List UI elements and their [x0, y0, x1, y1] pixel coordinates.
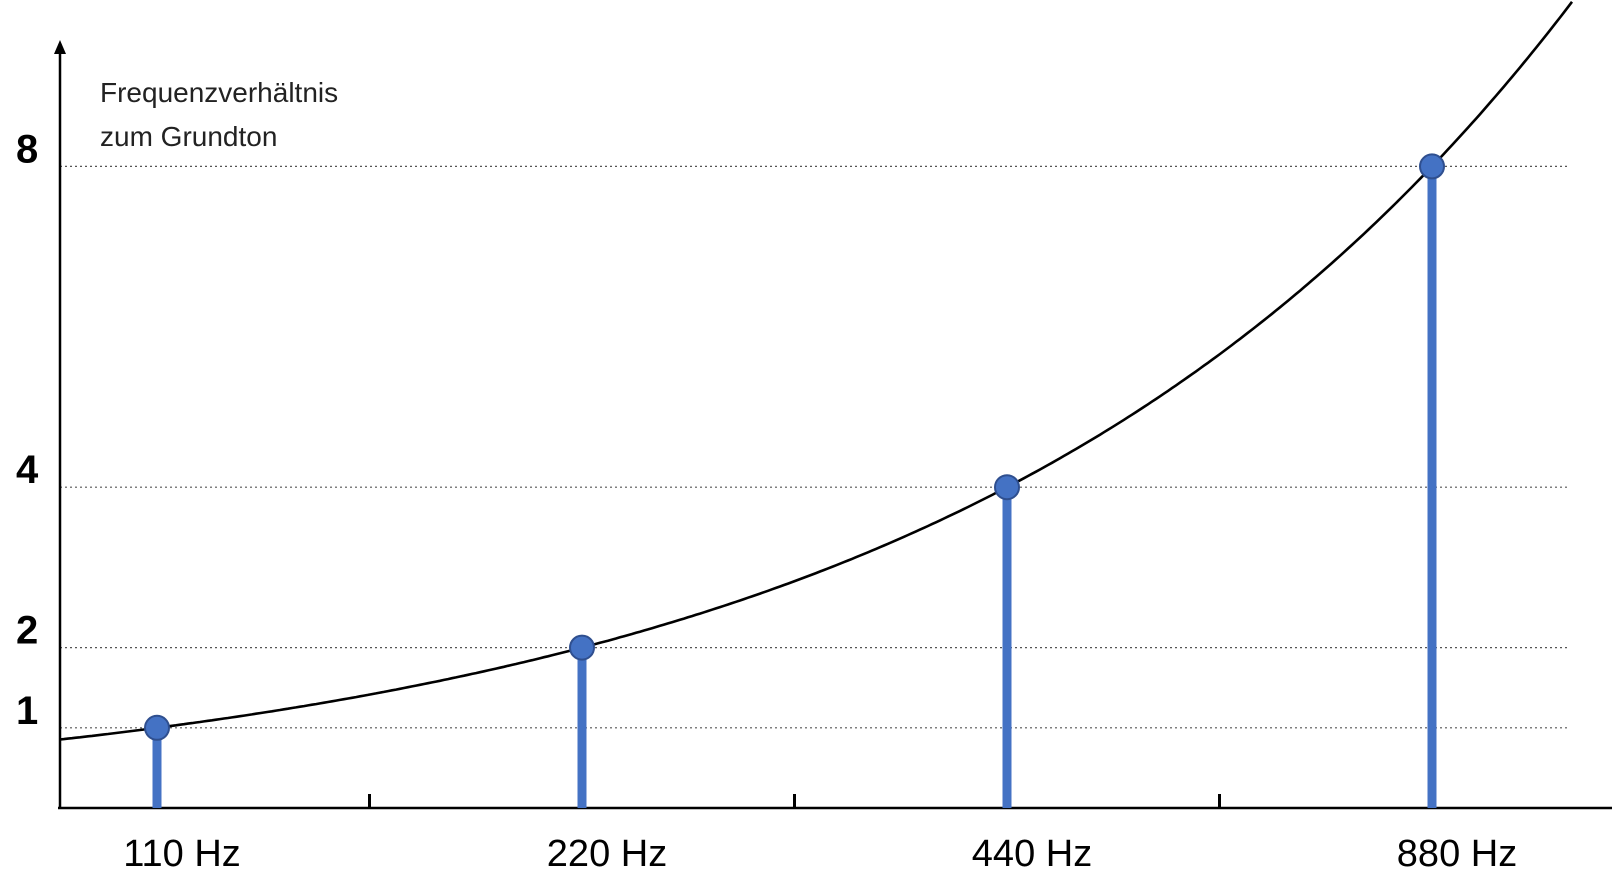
y-axis-label: Frequenzverhältnis zum Grundton [100, 77, 338, 152]
y-tick-labels: 1 2 4 8 [16, 127, 39, 732]
x-tick-label-220-Hz: 220 Hz [547, 833, 667, 875]
x-tick-labels: 110 Hz 220 Hz 440 Hz 880 Hz [123, 833, 1517, 875]
y-axis-label-line-2: zum Grundton [100, 121, 277, 152]
grid-layer [60, 165, 1570, 729]
y-tick-label-8: 8 [16, 127, 38, 171]
y-tick-label-4: 4 [16, 448, 39, 492]
x-tick-label-440-Hz: 440 Hz [972, 833, 1092, 875]
x-tick-marks [368, 794, 1221, 808]
exponential-curve [59, 1, 1574, 741]
data-point-220-Hz [569, 634, 595, 661]
data-point-880-Hz [1419, 153, 1445, 180]
axis-layer [54, 40, 1612, 810]
y-axis-arrowhead [54, 40, 66, 54]
y-tick-label-1: 1 [16, 689, 38, 733]
data-point-440-Hz [994, 474, 1020, 501]
x-tick-label-110-Hz: 110 Hz [123, 833, 241, 875]
y-tick-label-2: 2 [16, 609, 38, 653]
y-axis-label-line-1: Frequenzverhältnis [100, 77, 338, 108]
x-tick-label-880-Hz: 880 Hz [1397, 833, 1517, 875]
data-point-110-Hz [144, 714, 170, 741]
stem-layer [144, 153, 1445, 808]
